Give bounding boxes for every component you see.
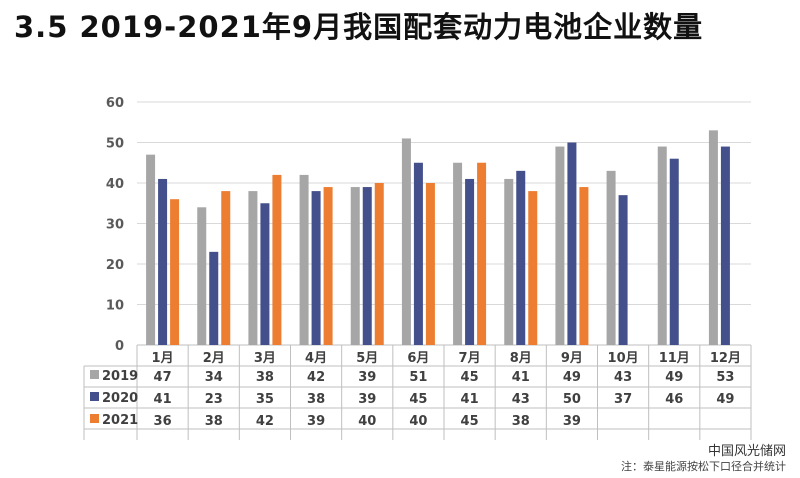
legend-label-2019: 2019 [102, 369, 138, 384]
y-tick-label: 50 [106, 137, 124, 152]
bar-2021-4月 [323, 187, 333, 345]
x-tick-label: 7月 [459, 351, 481, 366]
data-label: 39 [563, 414, 581, 429]
data-label: 39 [307, 414, 325, 429]
watermark: 中国风光储网 [707, 444, 786, 459]
page-title: 3.5 2019-2021年9月我国配套动力电池企业数量 [14, 10, 704, 44]
y-tick-label: 0 [115, 339, 124, 354]
data-label: 42 [256, 414, 274, 429]
bar-2020-11月 [669, 158, 679, 345]
bars [146, 130, 730, 345]
x-tick-label: 3月 [254, 351, 276, 366]
data-label: 38 [205, 414, 223, 429]
legend-swatch-2021 [90, 414, 99, 423]
bar-2021-5月 [374, 183, 384, 345]
y-tick-label: 30 [106, 218, 124, 233]
bar-2020-4月 [311, 191, 321, 345]
bar-2019-2月 [197, 207, 207, 345]
x-tick-label: 12月 [710, 351, 741, 366]
bar-2020-5月 [362, 187, 372, 345]
data-label: 49 [563, 370, 581, 385]
bar-2021-2月 [221, 191, 231, 345]
data-label: 53 [716, 370, 734, 385]
data-label: 39 [358, 392, 376, 407]
bar-2021-8月 [528, 191, 538, 345]
data-label: 23 [205, 392, 223, 407]
data-table: 1月 2月 3月 4月 5月 6月 7月 8月 9月 10月 11月 12月 2019 47 34 38 42 3… [83, 345, 752, 440]
legend-label-2020: 2020 [102, 391, 138, 406]
data-label: 36 [154, 414, 172, 429]
data-label: 43 [512, 392, 530, 407]
y-tick-label: 40 [106, 177, 124, 192]
x-tick-label: 11月 [659, 351, 690, 366]
bar-2020-7月 [465, 178, 475, 345]
data-label: 40 [409, 414, 427, 429]
source-note: 注：泰星能源按松下口径合并统计 [621, 460, 786, 473]
data-label: 49 [716, 392, 734, 407]
bar-2019-11月 [657, 146, 667, 345]
x-tick-label: 2月 [203, 351, 225, 366]
data-label: 45 [409, 392, 427, 407]
data-label: 41 [512, 370, 530, 385]
bar-2020-8月 [516, 170, 526, 345]
y-tick-label: 60 [106, 96, 124, 111]
y-tick-label: 10 [106, 299, 124, 314]
bar-2019-1月 [146, 154, 156, 345]
x-tick-label: 9月 [561, 351, 583, 366]
bar-2019-9月 [555, 146, 565, 345]
bar-2020-3月 [260, 203, 270, 345]
data-label: 46 [665, 392, 683, 407]
x-tick-label: 5月 [356, 351, 378, 366]
bar-2019-7月 [453, 162, 463, 345]
legend-swatch-2019 [90, 370, 99, 379]
bar-2021-7月 [477, 162, 487, 345]
bar-2020-10月 [618, 195, 628, 345]
bar-2019-3月 [248, 191, 258, 345]
data-label: 34 [205, 370, 223, 385]
data-label: 45 [461, 414, 479, 429]
data-label: 40 [358, 414, 376, 429]
data-label: 38 [256, 370, 274, 385]
data-label: 50 [563, 392, 581, 407]
data-label: 37 [614, 392, 632, 407]
x-tick-label: 10月 [608, 351, 639, 366]
data-label: 47 [154, 370, 172, 385]
bar-2019-12月 [708, 130, 718, 345]
bar-2019-4月 [299, 174, 309, 345]
bar-2021-9月 [579, 187, 589, 345]
legend-label-2021: 2021 [102, 413, 138, 428]
bar-2020-6月 [413, 162, 423, 345]
bar-2019-10月 [606, 170, 616, 345]
bar-2019-8月 [504, 178, 514, 345]
data-label: 39 [358, 370, 376, 385]
data-label: 41 [154, 392, 172, 407]
bar-2019-6月 [401, 138, 411, 345]
data-label: 51 [409, 370, 427, 385]
bar-2020-12月 [720, 146, 730, 345]
y-tick-labels: 0 10 20 30 40 50 60 [106, 96, 124, 354]
data-label: 38 [512, 414, 530, 429]
data-label: 43 [614, 370, 632, 385]
data-label: 41 [461, 392, 479, 407]
y-tick-label: 20 [106, 258, 124, 273]
bar-2019-5月 [350, 187, 360, 345]
x-tick-label: 6月 [407, 351, 429, 366]
x-tick-label: 1月 [152, 351, 174, 366]
bar-2020-1月 [158, 178, 168, 345]
data-label: 42 [307, 370, 325, 385]
x-tick-label: 4月 [305, 351, 327, 366]
data-label: 35 [256, 392, 274, 407]
bar-2020-2月 [209, 251, 219, 345]
data-label: 45 [461, 370, 479, 385]
data-label: 49 [665, 370, 683, 385]
legend-swatch-2020 [90, 392, 99, 401]
bar-2020-9月 [567, 142, 577, 345]
bar-2021-3月 [272, 174, 282, 345]
x-tick-label: 8月 [510, 351, 532, 366]
bar-2021-1月 [170, 199, 180, 345]
bar-2021-6月 [425, 183, 435, 345]
data-label: 38 [307, 392, 325, 407]
